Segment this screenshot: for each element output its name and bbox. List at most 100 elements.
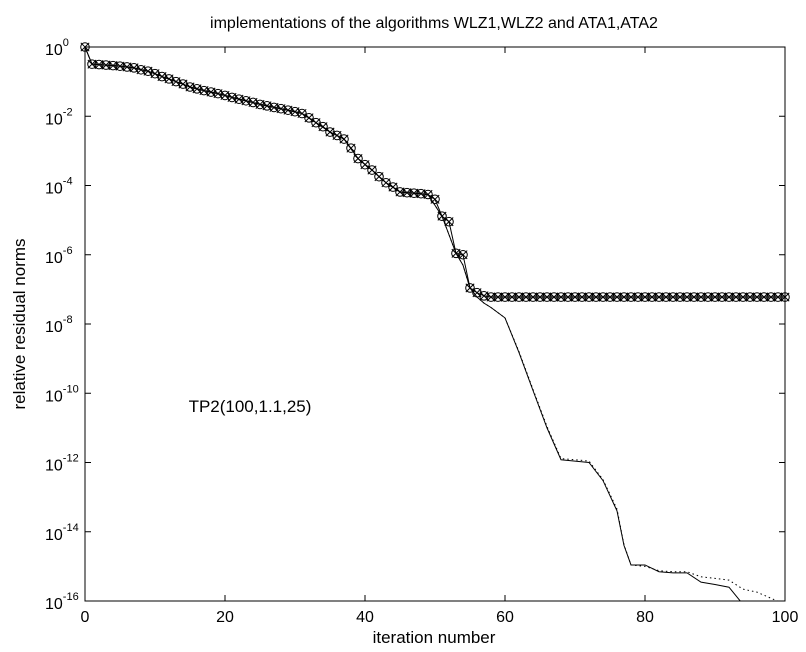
o-marker [738, 292, 748, 302]
x-marker [773, 292, 783, 302]
x-marker [724, 292, 734, 302]
x-marker [668, 292, 678, 302]
o-marker [626, 292, 636, 302]
x-marker [612, 292, 622, 302]
o-marker [500, 292, 510, 302]
o-marker [647, 292, 657, 302]
o-marker [94, 59, 104, 70]
series-line-1 [85, 47, 741, 601]
y-tick-label: 10-2 [45, 106, 73, 128]
x-marker [626, 292, 636, 302]
axis-ticks: 0 20 40 60 80 100 100 10-2 10-4 10-6 10-8 10-10 10-1… [45, 37, 798, 626]
x-marker [710, 292, 720, 302]
o-marker [542, 292, 552, 302]
o-marker [675, 292, 685, 302]
o-marker [395, 187, 405, 197]
o-marker [122, 62, 132, 72]
o-marker [724, 292, 734, 302]
y-tick-label: 10-8 [45, 314, 73, 336]
o-marker [703, 292, 713, 302]
o-marker [598, 292, 608, 302]
o-marker [731, 292, 741, 302]
o-marker [423, 189, 433, 200]
x-marker [647, 292, 657, 302]
o-marker [143, 66, 153, 77]
x-marker [640, 292, 650, 302]
x-marker [738, 292, 748, 302]
x-marker [675, 292, 685, 302]
series-line-3 [85, 47, 785, 298]
o-marker [213, 88, 223, 99]
o-marker [451, 248, 461, 259]
x-marker [514, 292, 524, 302]
o-marker [437, 211, 447, 221]
x-marker [682, 292, 692, 302]
o-marker [409, 188, 419, 198]
chart-title: implementations of the algorithms WLZ1,W… [210, 15, 658, 32]
o-marker [101, 60, 111, 70]
o-marker [269, 102, 279, 113]
x-marker [528, 292, 538, 302]
o-marker [458, 249, 468, 260]
x-marker [717, 292, 727, 302]
x-marker [535, 292, 545, 302]
x-tick-label: 80 [636, 609, 654, 626]
y-tick-label: 10-14 [45, 522, 79, 544]
x-axis-label: iteration number [373, 628, 496, 647]
o-marker [570, 292, 580, 302]
o-marker [318, 121, 328, 132]
o-marker [227, 92, 237, 103]
o-marker [507, 292, 517, 302]
o-marker [150, 68, 160, 79]
x-marker [731, 292, 741, 302]
o-marker [514, 292, 524, 302]
x-marker [556, 292, 566, 302]
o-marker [612, 292, 622, 302]
x-tick-label: 100 [772, 609, 799, 626]
x-marker [80, 42, 90, 52]
x-marker [689, 292, 699, 302]
x-marker [542, 292, 552, 302]
x-marker [507, 292, 517, 302]
o-marker [661, 292, 671, 302]
o-marker [199, 85, 209, 96]
o-marker [745, 292, 755, 302]
o-marker [241, 95, 251, 106]
x-marker [374, 172, 384, 182]
o-marker [136, 64, 146, 75]
o-marker [654, 292, 664, 302]
o-marker [220, 90, 230, 101]
o-marker [528, 292, 538, 302]
o-marker [388, 182, 398, 192]
o-marker [717, 292, 727, 302]
o-marker [605, 292, 615, 302]
x-tick-label: 60 [496, 609, 514, 626]
y-tick-label: 10-12 [45, 453, 79, 475]
o-marker [668, 292, 678, 302]
o-marker [248, 97, 258, 108]
o-marker [339, 134, 349, 144]
o-marker [367, 165, 377, 175]
o-marker [381, 177, 391, 188]
o-marker [689, 292, 699, 302]
o-marker [353, 153, 363, 164]
o-marker [556, 292, 566, 302]
x-marker [766, 292, 776, 302]
x-marker [605, 292, 615, 302]
o-marker [682, 292, 692, 302]
o-marker [465, 283, 475, 293]
x-marker [444, 217, 454, 227]
y-tick-label: 10-10 [45, 383, 79, 405]
x-marker [521, 292, 531, 302]
x-marker [661, 292, 671, 302]
x-tick-label: 20 [216, 609, 234, 626]
o-marker [374, 171, 384, 182]
o-marker [178, 79, 188, 89]
x-marker [570, 292, 580, 302]
annotation-label: TP2(100,1.1,25) [189, 397, 312, 416]
o-marker [696, 292, 706, 302]
x-marker [360, 160, 370, 170]
x-marker [703, 292, 713, 302]
o-marker [87, 59, 97, 69]
